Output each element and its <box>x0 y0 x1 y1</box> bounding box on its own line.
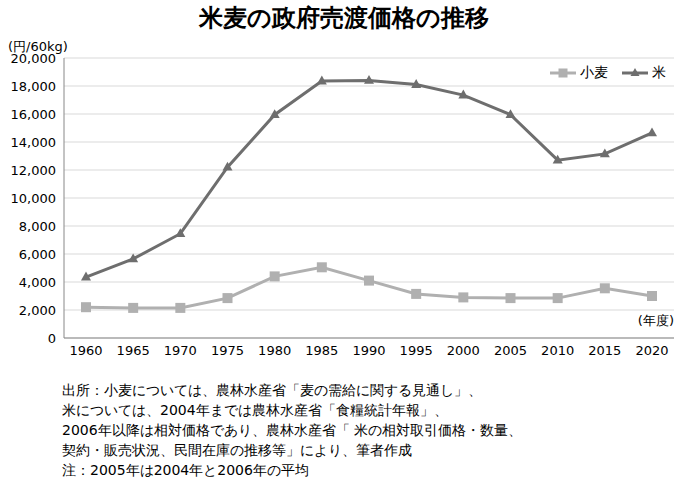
html-text:2006年以降は相対価格であり、農林水産省「 米の相対取引価: 2006年以降は相対価格であり、農林水産省「 米の相対取引価格・数量、 <box>62 422 523 438</box>
html-text:(円/60kg): (円/60kg) <box>8 39 68 54</box>
html-text:注：2005年は2004年と2006年の平均: 注：2005年は2004年と2006年の平均 <box>62 462 309 478</box>
svg-text:12,000: 12,000 <box>11 163 57 178</box>
svg-text:2010: 2010 <box>541 343 574 358</box>
svg-text:14,000: 14,000 <box>11 135 57 150</box>
svg-text:0: 0 <box>48 331 56 346</box>
svg-text:1965: 1965 <box>117 343 150 358</box>
svg-text:20,000: 20,000 <box>11 51 57 66</box>
svg-text:10,000: 10,000 <box>11 191 57 206</box>
svg-text:16,000: 16,000 <box>11 107 57 122</box>
svg-text:4,000: 4,000 <box>19 275 56 290</box>
html-text:契約・販売状況、民間在庫の推移等」により、筆者作成: 契約・販売状況、民間在庫の推移等」により、筆者作成 <box>62 442 412 458</box>
svg-text:6,000: 6,000 <box>19 247 56 262</box>
svg-text:1980: 1980 <box>258 343 291 358</box>
svg-text:1970: 1970 <box>164 343 197 358</box>
svg-text:1990: 1990 <box>352 343 385 358</box>
svg-text:2005: 2005 <box>494 343 527 358</box>
html-text:出所：小麦については、農林水産省「麦の需給に関する見通し」、: 出所：小麦については、農林水産省「麦の需給に関する見通し」、 <box>62 382 482 398</box>
svg-text:2,000: 2,000 <box>19 303 56 318</box>
html-text:米麦の政府売渡価格の推移: 米麦の政府売渡価格の推移 <box>199 4 489 32</box>
html-text:米については、2004年までは農林水産省「食糧統計年報」、: 米については、2004年までは農林水産省「食糧統計年報」、 <box>62 402 448 418</box>
svg-text:1960: 1960 <box>69 343 102 358</box>
svg-text:8,000: 8,000 <box>19 219 56 234</box>
svg-text:2000: 2000 <box>447 343 480 358</box>
svg-text:2020: 2020 <box>635 343 668 358</box>
html-text:米: 米 <box>652 64 666 80</box>
svg-text:1975: 1975 <box>211 343 244 358</box>
html-text:小麦: 小麦 <box>580 64 608 80</box>
svg-text:2015: 2015 <box>588 343 621 358</box>
svg-text:1985: 1985 <box>305 343 338 358</box>
svg-text:18,000: 18,000 <box>11 79 57 94</box>
html-text:(年度): (年度) <box>637 313 674 328</box>
svg-text:1995: 1995 <box>400 343 433 358</box>
